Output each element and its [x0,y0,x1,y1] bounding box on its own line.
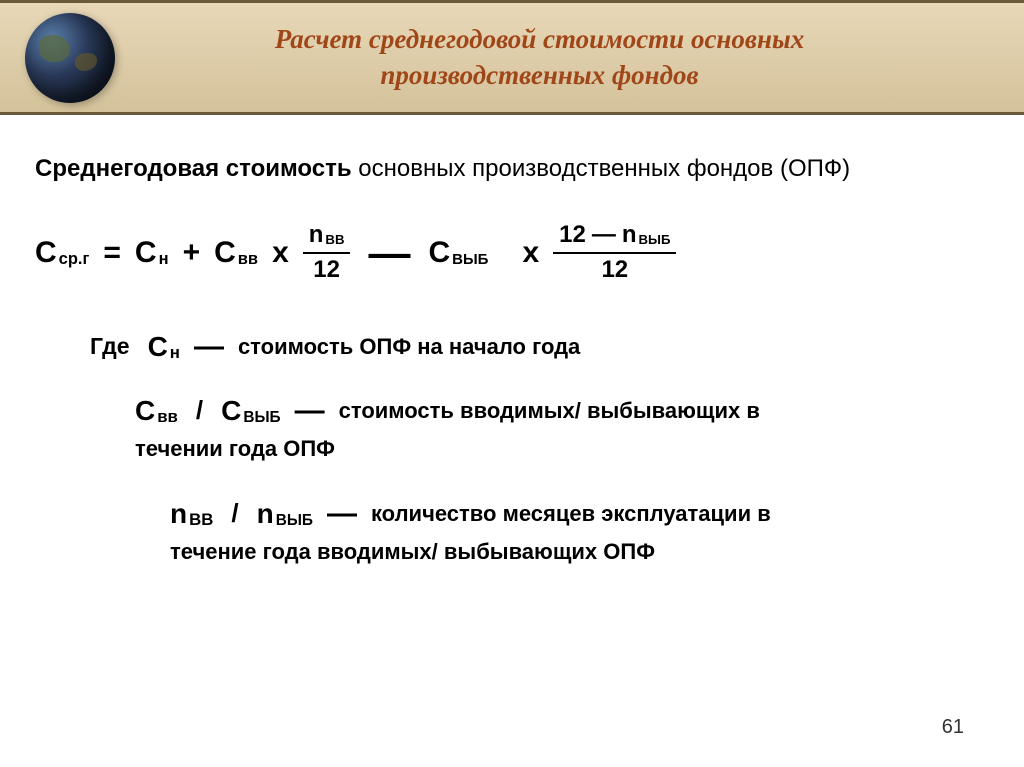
subtitle: Среднегодовая стоимость основных произво… [35,155,989,183]
times-1: х [270,236,291,270]
def-nvv-text-1: количество месяцев эксплуатации в [371,501,989,527]
sym-cvv: С вв [135,395,178,427]
term-cn: С н [135,236,169,270]
subtitle-bold: Среднегодовая стоимость [35,155,352,182]
fraction-2: 12 — n ВЫБ 12 [553,221,676,285]
def-cvv-text-1: стоимость вводимых/ выбывающих в [339,398,989,424]
title-container: Расчет среднегодовой стоимости основных … [115,22,1024,92]
plus: + [181,236,203,270]
definitions: Где С н — стоимость ОПФ на начало года С… [35,330,989,565]
lhs: С ср.г [35,236,89,270]
title-line-1: Расчет среднегодовой стоимости основных [275,24,804,54]
title-line-2: производственных фондов [380,60,698,90]
term-cvyb: С ВЫБ [428,236,488,270]
def-cvv-text-2: течении года ОПФ [135,436,989,462]
sym-cvyb: С ВЫБ [221,395,280,427]
slide-content: Среднегодовая стоимость основных произво… [0,115,1024,585]
def-cn-text: стоимость ОПФ на начало года [238,334,989,360]
globe-icon [25,13,115,103]
fraction-1: n ВВ 12 [303,221,351,285]
times-2: х [520,236,541,270]
equals: = [101,236,123,270]
slide-header: Расчет среднегодовой стоимости основных … [0,0,1024,115]
def-cvv-cvyb: С вв / С ВЫБ — стоимость вводимых/ выбыв… [90,394,989,462]
sym-nvv: n ВВ [170,498,213,530]
main-formula: С ср.г = С н + С вв х n ВВ 12 — С ВЫБ [35,221,989,285]
subtitle-rest: основных производственных фондов (ОПФ) [352,155,850,182]
def-nvv-nvyb: n ВВ / n ВЫБ — количество месяцев эксплу… [90,497,989,565]
slide-title: Расчет среднегодовой стоимости основных … [115,22,964,92]
minus: — [362,236,416,270]
page-number: 61 [942,716,964,739]
sym-cn: С н [148,331,180,363]
term-cvv: С вв [214,236,258,270]
def-nvv-text-2: течение года вводимых/ выбывающих ОПФ [170,539,989,565]
sym-nvyb: n ВЫБ [257,498,313,530]
where-label: Где [90,333,130,360]
def-cn: Где С н — стоимость ОПФ на начало года [90,330,989,364]
